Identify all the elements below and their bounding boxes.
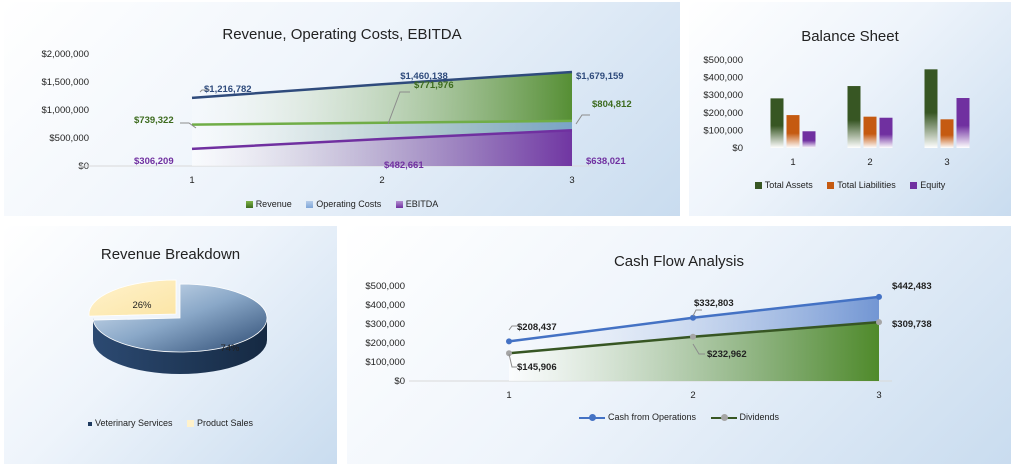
bar-equity	[956, 98, 970, 148]
line-ebitda	[191, 129, 573, 151]
y-tick-label: $500,000	[703, 55, 743, 66]
bar-total-assets	[770, 98, 784, 148]
marker-dividends	[506, 350, 512, 357]
pie-label-veterinary-services: 74%	[220, 343, 240, 354]
data-label-dividends: $145,906	[517, 362, 557, 373]
leader-line	[508, 353, 517, 368]
data-label-ebitda: $306,209	[134, 156, 174, 167]
bar-equity	[802, 131, 816, 148]
data-label-dividends: $232,962	[707, 349, 747, 360]
y-tick-label: $100,000	[365, 357, 405, 368]
legend-dividends: Dividends	[710, 412, 779, 422]
bar-equity	[879, 117, 893, 148]
bar-total-assets	[847, 86, 861, 148]
bar-total-liabilities	[940, 119, 954, 148]
legend-revenue: Revenue	[245, 199, 292, 209]
pie-label-product-sales: 26%	[132, 300, 152, 311]
y-tick-label: $300,000	[365, 319, 405, 330]
legend-veterinary-services: Veterinary Services	[87, 418, 173, 428]
line-operating-costs	[191, 119, 573, 126]
revenue-chart-plot: $2,000,000$1,500,000$1,000,000$500,000$0…	[41, 49, 632, 186]
pie-side-veterinary-services	[93, 318, 267, 374]
legend-operating-costs: Operating Costs	[306, 199, 381, 209]
area-ebitda	[192, 130, 572, 166]
x-tick-label: 2	[867, 157, 872, 168]
data-label-ebitda: $482,661	[384, 160, 424, 171]
bar-total-assets	[924, 69, 938, 148]
leader-line	[180, 122, 197, 129]
y-tick-label: $0	[394, 376, 405, 387]
y-tick-label: $1,500,000	[41, 77, 89, 88]
pie-slice-veterinary-services	[92, 283, 268, 353]
data-label-dividends: $309,738	[892, 319, 932, 330]
leader-line	[575, 114, 590, 125]
y-tick-label: $400,000	[365, 300, 405, 311]
data-label-operating-costs: $771,976	[414, 80, 454, 91]
legend-total-liabilities: Total Liabilities	[827, 180, 896, 190]
cash-flow-panel: Cash Flow Analysis $500,000 $400,000 $300,…	[347, 226, 1011, 464]
revenue-chart-legend: Revenue Operating Costs EBITDA	[4, 199, 680, 209]
legend-total-assets: Total Assets	[754, 180, 813, 190]
bar-total-liabilities	[786, 115, 800, 148]
data-label-ebitda: $638,021	[586, 156, 626, 167]
balance-sheet-panel: Balance Sheet $500,000 $400,000 $300,000 $2…	[689, 2, 1011, 216]
revenue-breakdown-plot: 74% 26%	[88, 279, 268, 374]
leader-line	[692, 309, 702, 317]
cash-flow-title: Cash Flow Analysis	[613, 253, 745, 270]
y-tick-label: $1,000,000	[41, 105, 89, 116]
revenue-chart-panel: Revenue, Operating Costs, EBITDA $2,000,…	[4, 2, 680, 216]
legend-product-sales: Product Sales	[187, 418, 253, 428]
x-tick-label: 3	[569, 175, 574, 186]
x-tick-label: 1	[189, 175, 194, 186]
area-dividends	[509, 322, 879, 381]
marker-cash-from-operations	[690, 314, 696, 321]
marker-cash-from-operations	[876, 293, 882, 300]
revenue-breakdown-title: Revenue Breakdown	[100, 246, 241, 263]
data-label-revenue: $1,679,159	[576, 71, 624, 82]
legend-ebitda: EBITDA	[395, 199, 438, 209]
legend-cash-from-operations: Cash from Operations	[578, 412, 696, 422]
revenue-chart-title: Revenue, Operating Costs, EBITDA	[222, 26, 462, 43]
y-tick-label: $200,000	[703, 108, 743, 119]
marker-dividends	[690, 333, 696, 340]
cash-flow-plot: $500,000 $400,000 $300,000 $200,000 $100,000…	[365, 281, 932, 401]
leader-line	[199, 89, 210, 93]
y-tick-label: $500,000	[49, 133, 89, 144]
x-tick-label: 1	[506, 390, 511, 401]
balance-sheet-title: Balance Sheet	[801, 28, 899, 45]
line-revenue	[191, 70, 573, 100]
x-tick-label: 3	[876, 390, 881, 401]
marker-cash-from-operations	[506, 338, 512, 345]
data-label-revenue: $1,216,782	[204, 84, 252, 95]
balance-sheet-plot: $500,000 $400,000 $300,000 $200,000 $100,000…	[703, 55, 970, 168]
x-tick-label: 2	[379, 175, 384, 186]
leader-line	[692, 343, 705, 355]
y-tick-label: $200,000	[365, 338, 405, 349]
data-label-cash-from-operations: $208,437	[517, 322, 557, 333]
revenue-breakdown-panel: Revenue Breakdown 74% 26% Veterinary Serv…	[4, 226, 337, 464]
data-label-operating-costs: $804,812	[592, 99, 632, 110]
y-tick-label: $400,000	[703, 73, 743, 84]
y-tick-label: $500,000	[365, 281, 405, 292]
x-tick-label: 2	[690, 390, 695, 401]
revenue-breakdown-legend: Veterinary Services Product Sales	[4, 418, 337, 428]
data-label-operating-costs: $739,322	[134, 115, 174, 126]
balance-sheet-legend: Total Assets Total Liabilities Equity	[689, 180, 1011, 190]
y-tick-label: $0	[732, 143, 743, 154]
bar-total-liabilities	[863, 116, 877, 148]
y-tick-label: $2,000,000	[41, 49, 89, 60]
x-tick-label: 1	[790, 157, 795, 168]
legend-equity: Equity	[910, 180, 945, 190]
pie-slice-product-sales	[88, 279, 177, 317]
marker-dividends	[876, 319, 882, 326]
data-label-cash-from-operations: $332,803	[694, 298, 734, 309]
y-tick-label: $100,000	[703, 125, 743, 136]
data-label-revenue: $1,460,138	[400, 71, 448, 82]
cash-flow-legend: Cash from Operations Dividends	[347, 412, 1011, 422]
leader-line	[508, 325, 517, 331]
leader-line	[387, 91, 410, 125]
y-tick-label: $300,000	[703, 90, 743, 101]
x-tick-label: 3	[944, 157, 949, 168]
data-label-cash-from-operations: $442,483	[892, 281, 932, 292]
